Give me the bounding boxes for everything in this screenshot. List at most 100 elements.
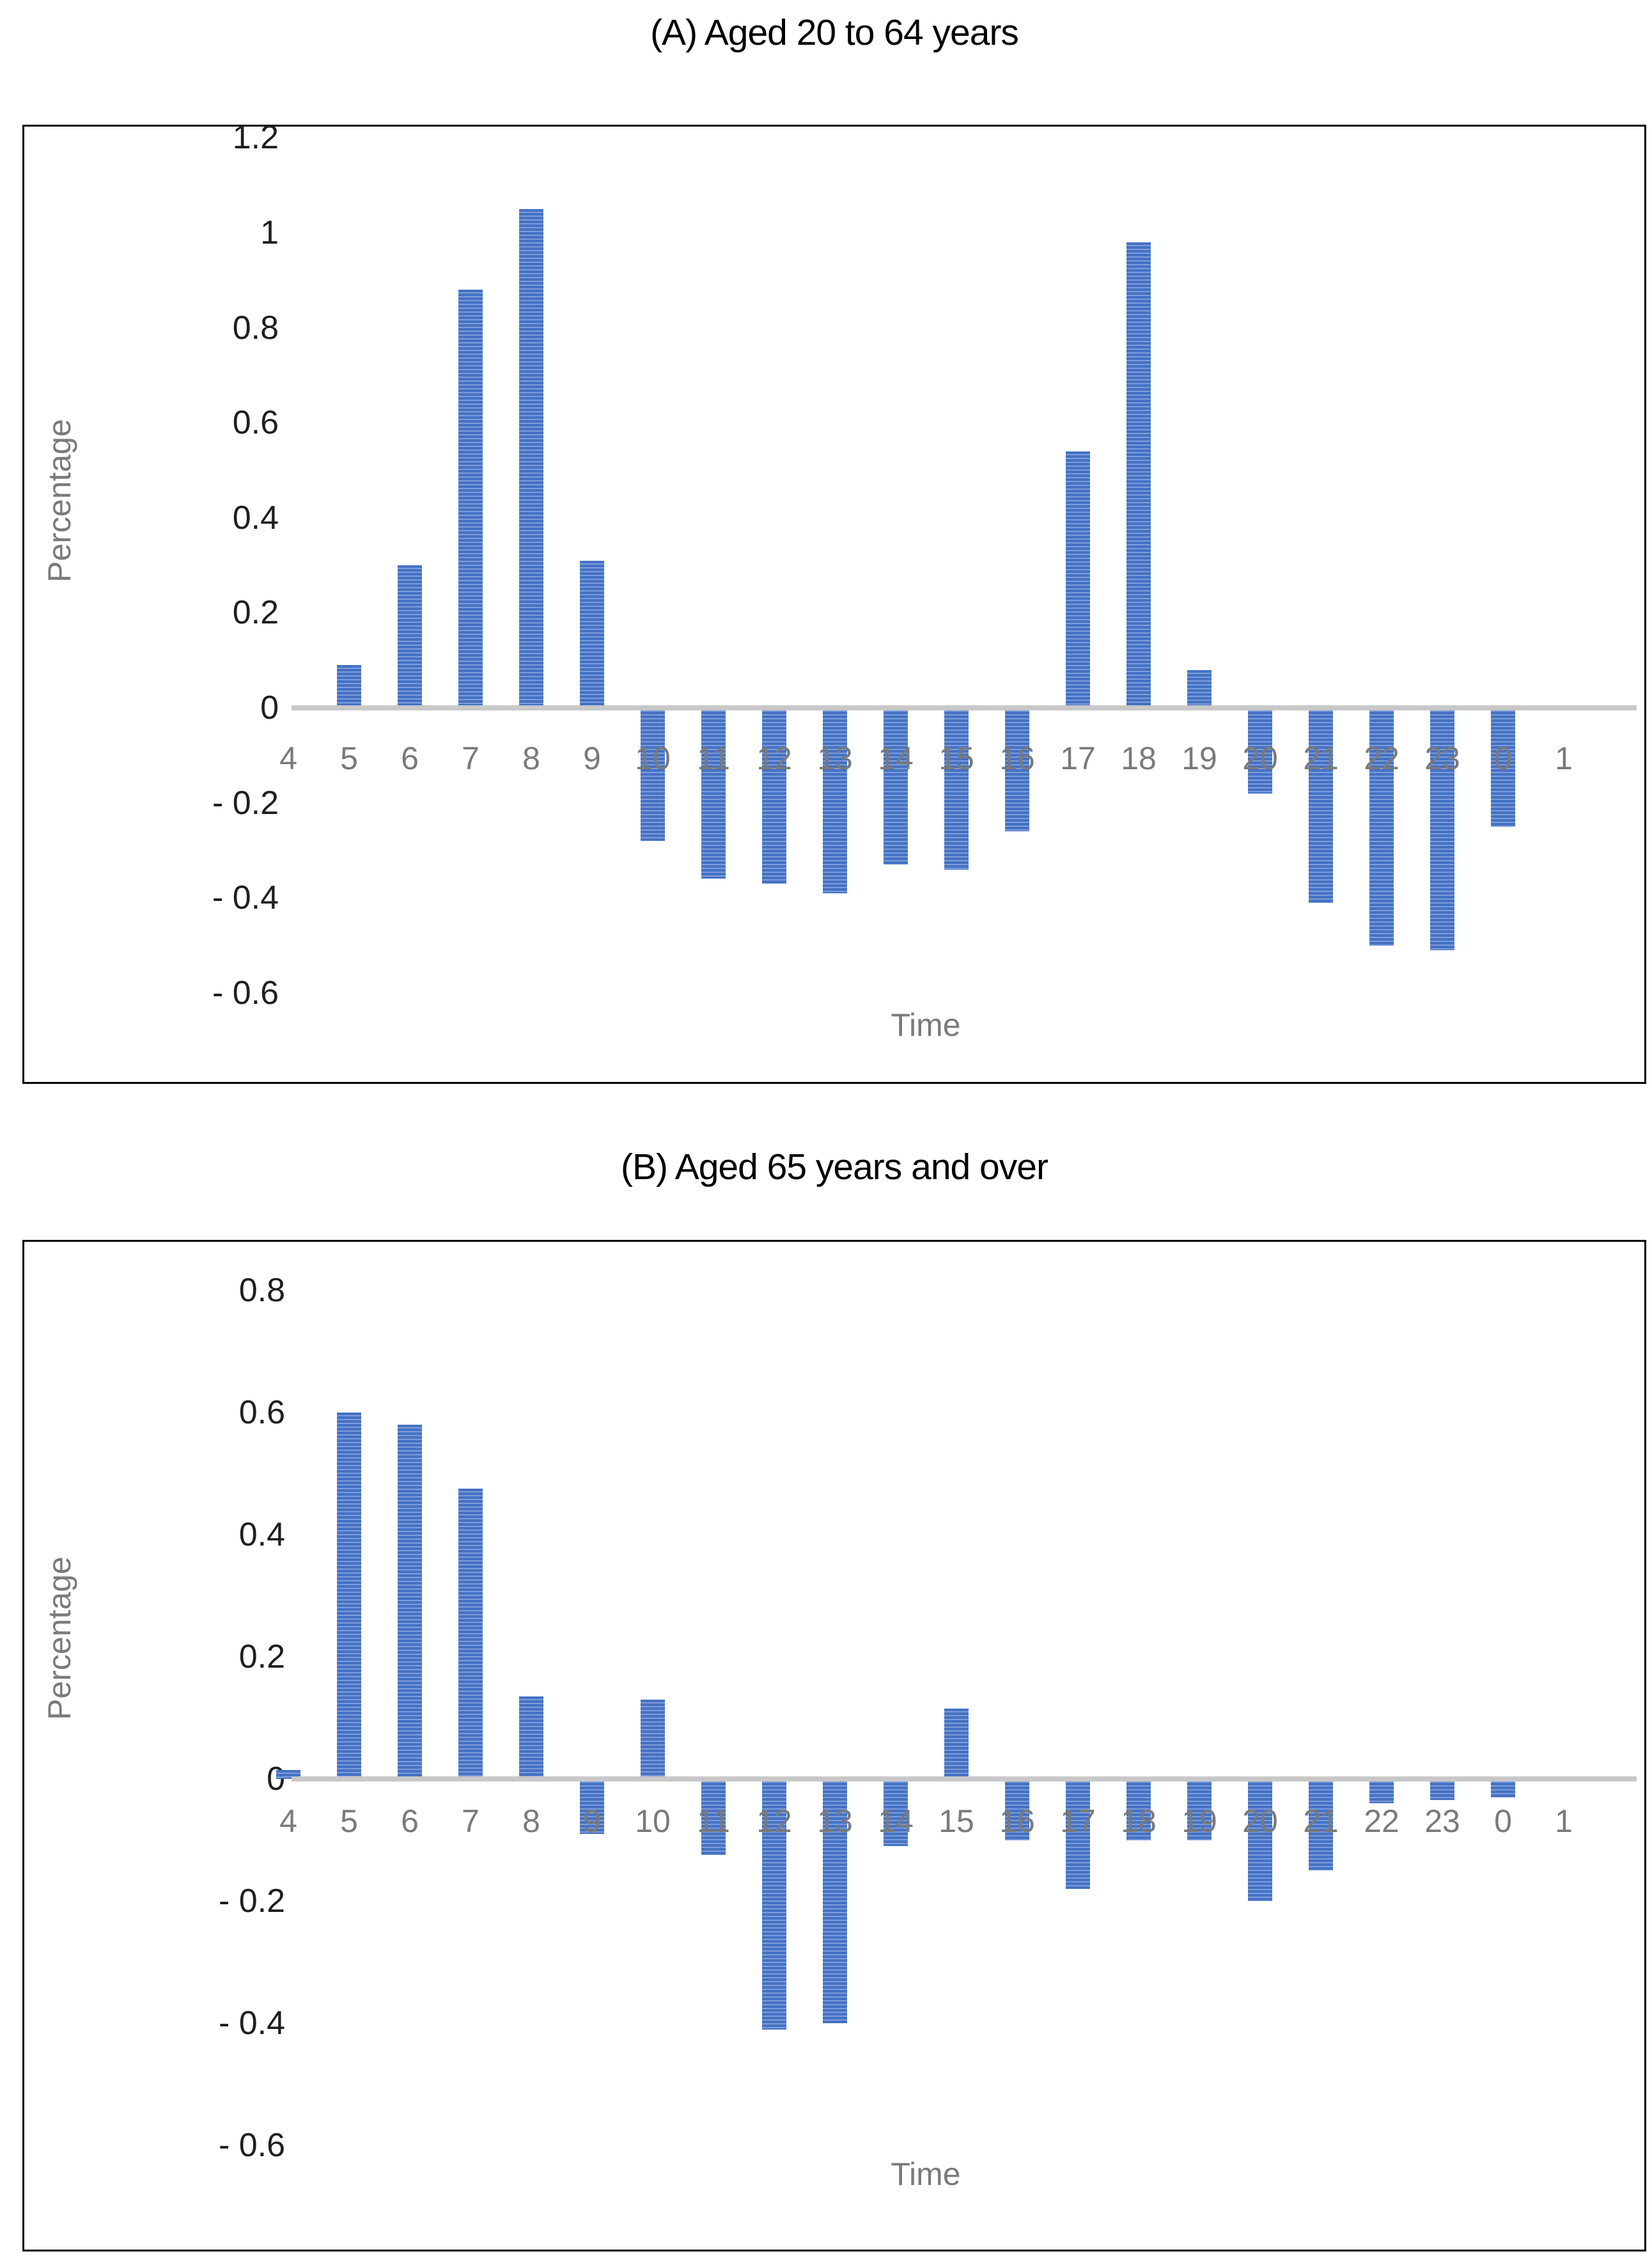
x-category-label: 0 [1494,740,1512,776]
bar-hour-8 [519,1696,543,1779]
bar-hour-13 [823,708,847,893]
x-category-label: 1 [1555,1803,1573,1839]
x-category-label: 13 [817,740,853,776]
bar-hour-16 [1005,708,1029,832]
chart-a-title: (A) Aged 20 to 64 years [650,12,1019,53]
x-category-label: 6 [401,740,419,776]
bar-hour-10 [641,708,665,842]
bar-hour-23 [1430,708,1454,950]
x-category-label: 9 [583,740,601,776]
y-tick-label: - 0.2 [218,1883,285,1920]
bar-hour-9 [580,1779,604,1834]
y-tick-label: 0.2 [232,594,279,632]
x-category-label: 21 [1303,740,1339,776]
x-category-label: 22 [1364,740,1399,776]
bar-hour-19 [1187,670,1212,708]
x-category-label: 15 [939,740,974,776]
y-tick-label: 0.6 [238,1394,285,1431]
bar-hour-7 [458,290,483,708]
x-category-label: 14 [878,1803,914,1839]
chart-b-plot-area: Percentage Time 0.8 0.6 0.4 0.2 0- 0.2- 0.4-… [22,1240,1646,2251]
bar-hour-21 [1309,708,1333,903]
bar-hour-11 [701,1779,726,1856]
y-tick-label: - 0.4 [212,879,279,917]
x-category-label: 9 [583,1803,601,1839]
x-category-label: 19 [1181,1803,1217,1839]
x-category-label: 19 [1181,740,1217,776]
bar-hour-22 [1369,1779,1394,1804]
x-category-label: 16 [999,740,1035,776]
x-category-label: 23 [1424,740,1460,776]
zero-axis-line [292,705,1637,710]
bar-hour-14 [884,708,908,865]
x-category-label: 7 [462,1803,479,1839]
x-category-label: 20 [1242,740,1278,776]
y-tick-label: 0.4 [238,1516,285,1553]
x-category-label: 17 [1060,1803,1096,1839]
bar-hour-18 [1126,242,1151,708]
chart-a-x-axis-title: Time [891,1007,961,1043]
x-category-label: 6 [401,1803,419,1839]
y-tick-label: 0.6 [232,404,279,442]
x-category-label: 14 [878,740,914,776]
bar-hour-5 [337,665,361,708]
x-category-label: 16 [999,1803,1035,1839]
x-category-label: 5 [340,1803,358,1839]
x-category-label: 10 [635,1803,671,1839]
y-tick-label: 1 [260,214,279,251]
bar-hour-6 [398,1425,422,1779]
x-category-label: 15 [939,1803,974,1839]
x-category-label: 8 [522,740,540,776]
bar-hour-16 [1005,1779,1029,1840]
chart-a-plot-area: Percentage Time 1.2 1 0.8 0.6 0.4 0.2 0- 0.2- … [22,119,1646,1084]
chart-b-x-axis-title: Time [891,2156,961,2192]
y-tick-label: - 0.2 [212,784,279,822]
bar-hour-11 [701,708,726,879]
bar-hour-14 [884,1779,908,1847]
y-tick-label: 0.8 [238,1272,285,1309]
bar-hour-9 [580,560,604,708]
bar-hour-23 [1430,1779,1454,1801]
bar-hour-13 [823,1779,847,2023]
bar-hour-0 [1491,1779,1515,1797]
x-category-label: 22 [1364,1803,1399,1839]
x-category-label: 11 [697,1803,730,1839]
bar-hour-8 [519,208,543,708]
y-tick-label: 0 [260,689,279,726]
y-tick-label: 0 [267,1760,285,1797]
bar-hour-20 [1248,708,1272,794]
bar-hour-22 [1369,708,1394,946]
x-category-label: 12 [756,1803,792,1839]
y-tick-label: 1.2 [232,119,279,157]
bar-hour-18 [1126,1779,1151,1840]
bar-hour-0 [1491,708,1515,827]
y-tick-label: - 0.6 [212,974,279,1012]
x-category-label: 23 [1424,1803,1460,1839]
x-category-label: 0 [1494,1803,1512,1839]
chart-b-title: (B) Aged 65 years and over [621,1147,1048,1187]
x-category-label: 5 [340,740,358,776]
bar-hour-5 [337,1413,361,1779]
x-category-label: 18 [1121,1803,1157,1839]
y-tick-label: - 0.4 [218,2005,285,2042]
y-tick-label: 0.4 [232,499,279,536]
bar-hour-15 [944,1709,969,1779]
y-tick-label: - 0.6 [218,2127,285,2164]
x-category-label: 20 [1242,1803,1278,1839]
x-category-label: 7 [462,740,479,776]
y-tick-label: 0.2 [238,1638,285,1675]
x-category-label: 11 [697,740,730,776]
x-category-label: 21 [1303,1803,1339,1839]
x-category-label: 17 [1060,740,1096,776]
x-category-label: 10 [635,740,671,776]
bar-hour-15 [944,708,969,870]
x-category-label: 4 [279,1803,297,1839]
x-category-label: 1 [1555,740,1573,776]
bar-hour-7 [458,1489,483,1779]
zero-axis-line [292,1776,1637,1781]
x-category-label: 4 [279,740,297,776]
bar-hour-17 [1066,1779,1090,1889]
x-category-label: 8 [522,1803,540,1839]
bar-hour-12 [762,708,786,884]
